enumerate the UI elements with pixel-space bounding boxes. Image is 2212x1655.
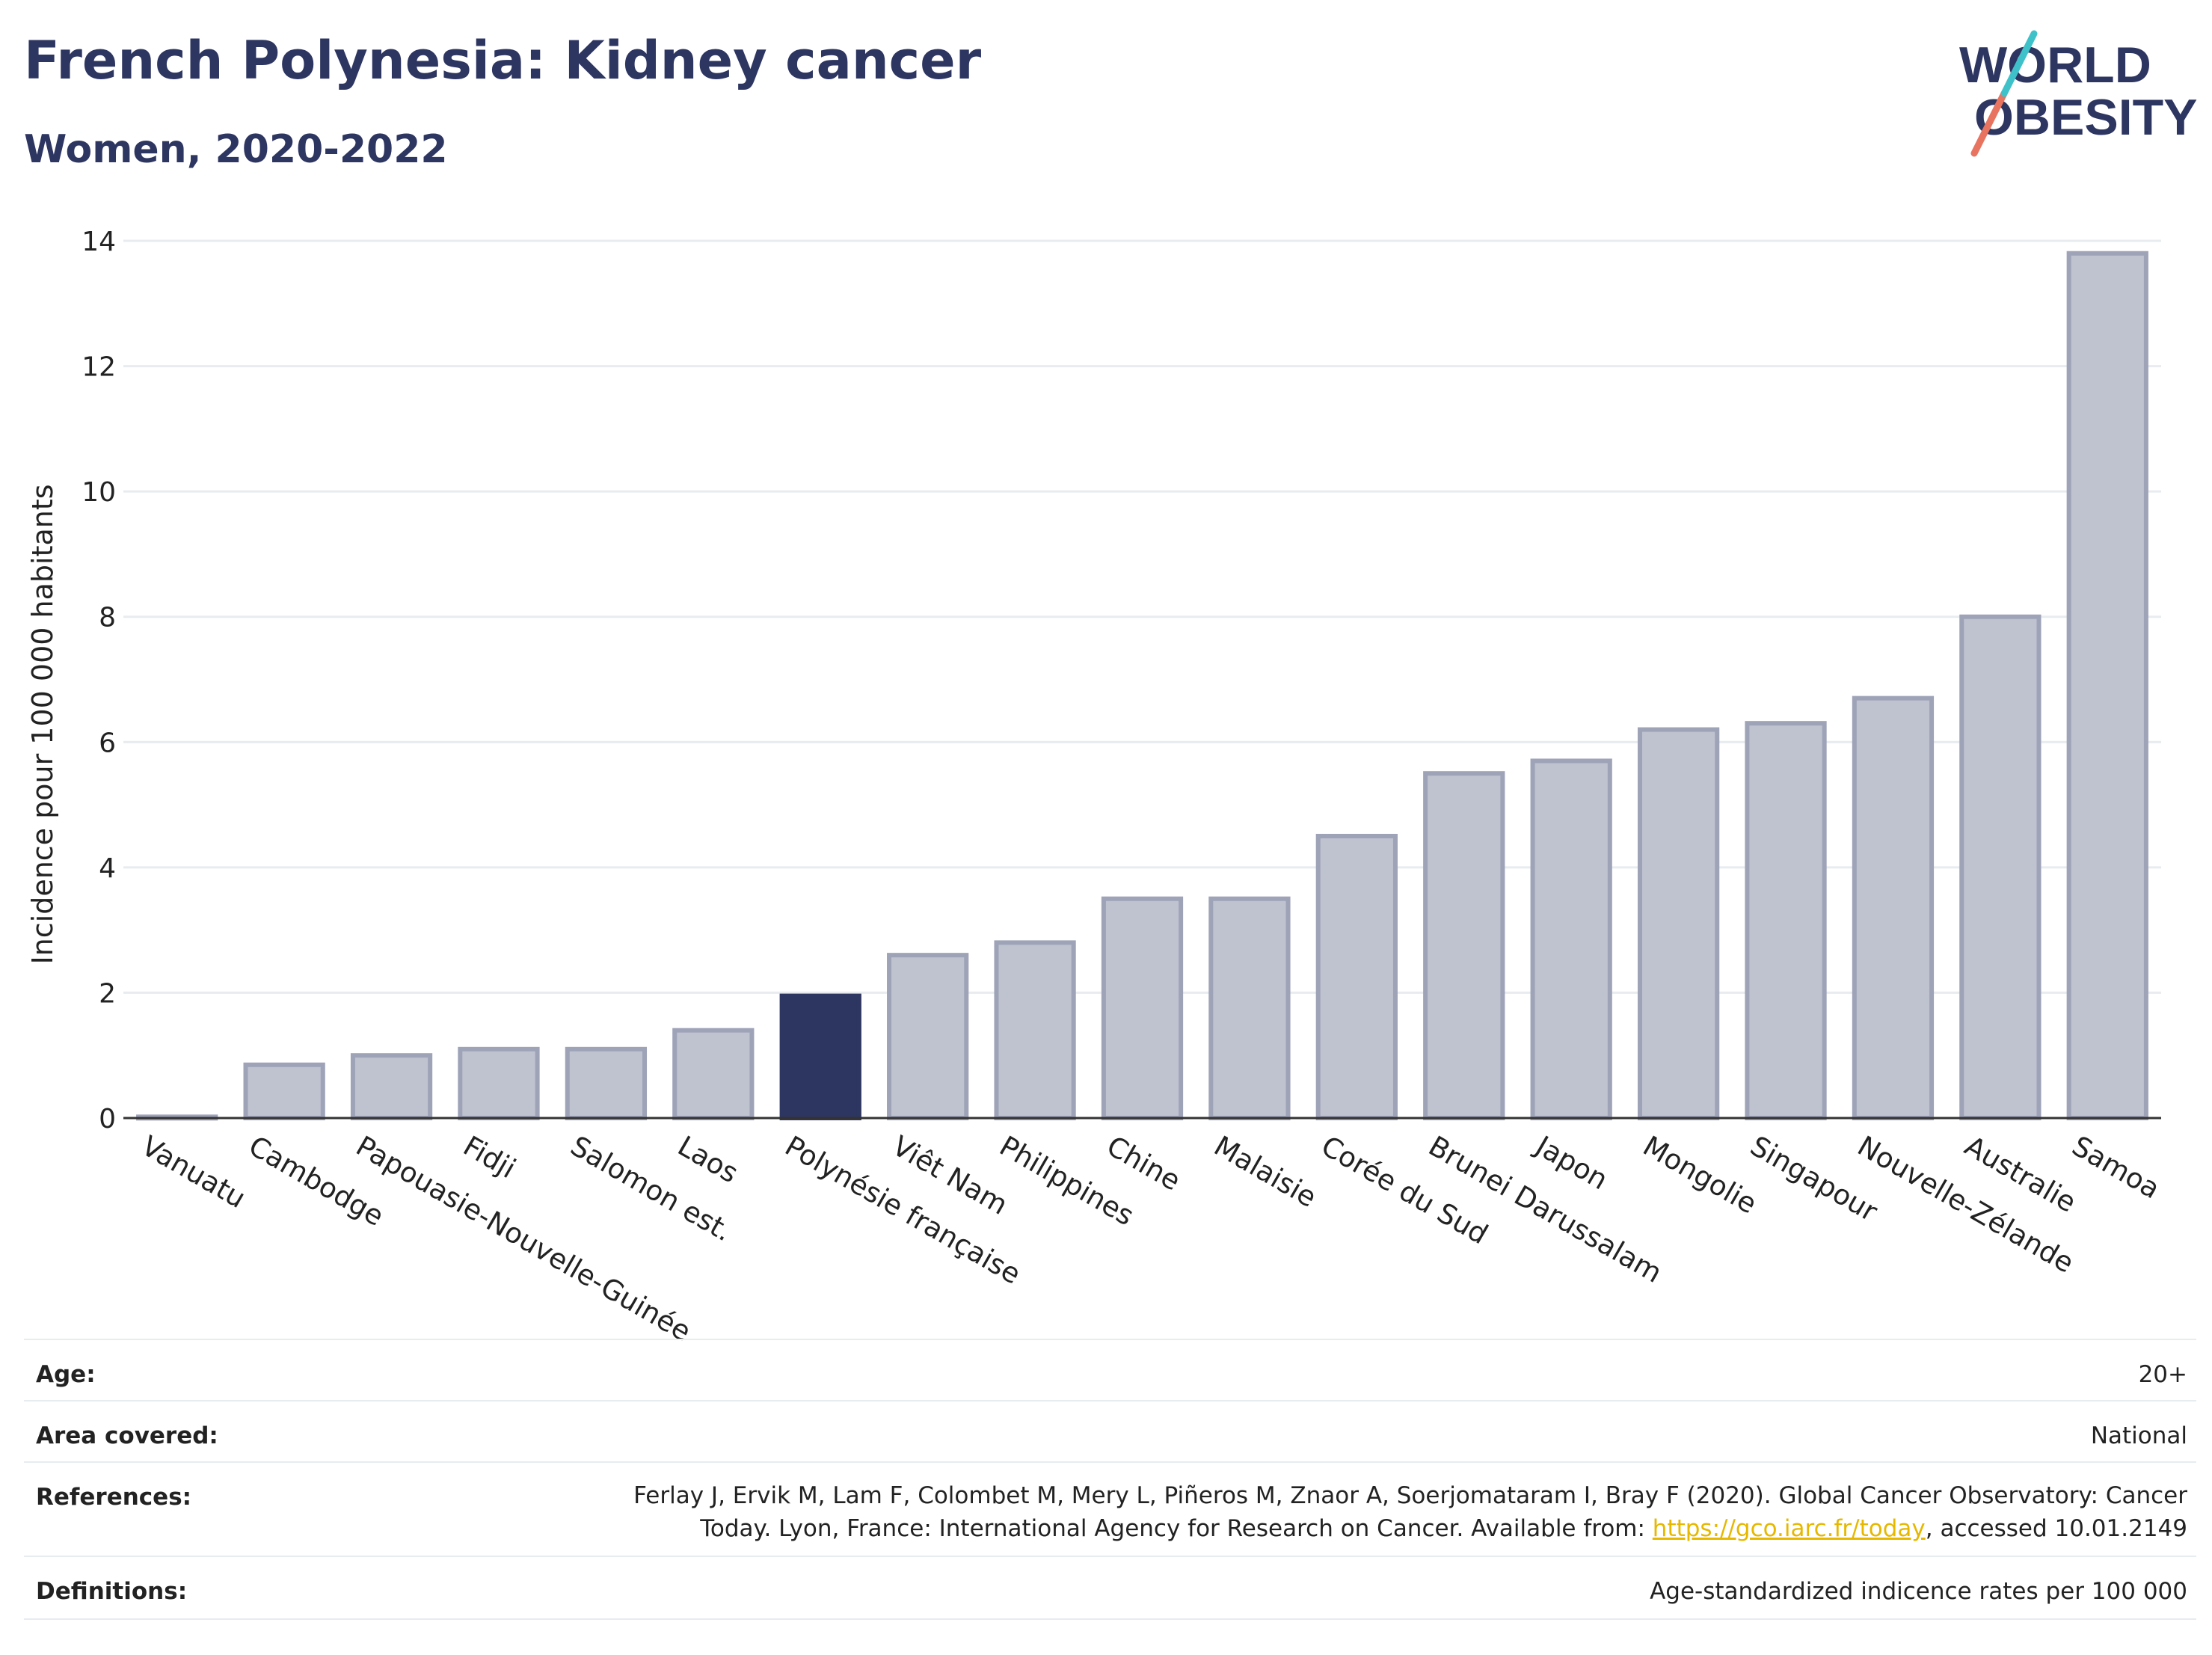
y-tick-label: 14 bbox=[82, 227, 116, 257]
meta-value: Age-standardized indicence rates per 100… bbox=[1650, 1578, 2187, 1605]
x-tick-label: Japon bbox=[1529, 1129, 1614, 1197]
bar bbox=[458, 1046, 540, 1120]
meta-row-references: References: Ferlay J, Ervik M, Lam F, Co… bbox=[24, 1461, 2196, 1557]
bar-chart: 0 2 4 6 8 10 12 14 VanuatuCambodgePapouasie-Nou… bbox=[26, 227, 2166, 1348]
y-tick-label: 0 bbox=[99, 1104, 116, 1134]
page-subtitle: Women, 2020-2022 bbox=[24, 127, 448, 172]
bar bbox=[565, 1046, 648, 1120]
logo-line1: WORLD bbox=[1959, 37, 2151, 93]
bar-highlight bbox=[779, 993, 861, 1120]
meta-row-area: Area covered: National bbox=[24, 1400, 2196, 1463]
y-tick-label: 8 bbox=[99, 603, 116, 633]
x-tick-label: Papouasie-Nouvelle-Guinée bbox=[351, 1130, 696, 1348]
y-tick-label: 4 bbox=[99, 853, 116, 884]
y-tick-label: 2 bbox=[99, 978, 116, 1009]
bar bbox=[1101, 896, 1184, 1120]
x-tick-label: Chine bbox=[1102, 1130, 1186, 1197]
bar bbox=[1423, 771, 1505, 1121]
bar bbox=[2066, 251, 2148, 1120]
bar bbox=[350, 1053, 433, 1120]
logo-line2: OBESITY bbox=[1974, 89, 2198, 146]
bar bbox=[887, 953, 969, 1120]
y-tick-label: 10 bbox=[82, 477, 116, 508]
meta-label: Area covered: bbox=[36, 1422, 218, 1449]
bar bbox=[1315, 833, 1398, 1120]
bar bbox=[1852, 696, 1935, 1120]
x-tick-label: Laos bbox=[672, 1130, 743, 1190]
meta-row-age: Age: 20+ bbox=[24, 1339, 2196, 1401]
y-axis-label: Incidence pour 100 000 habitants bbox=[26, 484, 59, 964]
bar bbox=[1530, 758, 1612, 1121]
y-tick-label: 12 bbox=[82, 352, 116, 383]
references-line2: Today. Lyon, France: International Agenc… bbox=[542, 1512, 2187, 1545]
meta-label: References: bbox=[36, 1484, 192, 1511]
page-title: French Polynesia: Kidney cancer bbox=[24, 30, 982, 91]
references-line1: Ferlay J, Ervik M, Lam F, Colombet M, Me… bbox=[633, 1482, 2187, 1509]
y-tick-labels: 0 2 4 6 8 10 12 14 bbox=[82, 227, 116, 1134]
references-line2-pre: Today. Lyon, France: International Agenc… bbox=[700, 1515, 1653, 1542]
x-tick-label: Samoa bbox=[2067, 1130, 2166, 1206]
meta-label: Definitions: bbox=[36, 1578, 188, 1605]
bar bbox=[1637, 727, 1720, 1120]
y-tick-label: 6 bbox=[99, 728, 116, 758]
metadata-table: Age: 20+ Area covered: National Referenc… bbox=[24, 1339, 2196, 1653]
references-link[interactable]: https://gco.iarc.fr/today bbox=[1652, 1515, 1926, 1542]
bars bbox=[136, 251, 2148, 1121]
bar bbox=[1208, 896, 1291, 1120]
meta-row-definitions: Definitions: Age-standardized indicence … bbox=[24, 1556, 2196, 1620]
x-tick-label: Malaisie bbox=[1208, 1130, 1322, 1214]
bar bbox=[1959, 614, 2042, 1120]
bar bbox=[672, 1028, 755, 1120]
meta-value: 20+ bbox=[2138, 1361, 2187, 1388]
x-tick-labels: VanuatuCambodgePapouasie-Nouvelle-Guinée… bbox=[136, 1129, 2166, 1348]
x-tick-label: Vanuatu bbox=[136, 1130, 251, 1215]
bar bbox=[1745, 721, 1827, 1120]
meta-value: National bbox=[2090, 1422, 2187, 1449]
x-tick-label: Fidji bbox=[458, 1130, 521, 1185]
world-obesity-logo: WORLD OBESITY bbox=[1959, 30, 2198, 157]
meta-label: Age: bbox=[36, 1361, 96, 1388]
bar bbox=[243, 1062, 325, 1120]
references-line2-post: , accessed 10.01.2149 bbox=[1925, 1515, 2187, 1542]
bar bbox=[994, 940, 1076, 1121]
x-tick-label: Mongolie bbox=[1638, 1130, 1763, 1220]
references-text: Ferlay J, Ervik M, Lam F, Colombet M, Me… bbox=[542, 1479, 2187, 1545]
